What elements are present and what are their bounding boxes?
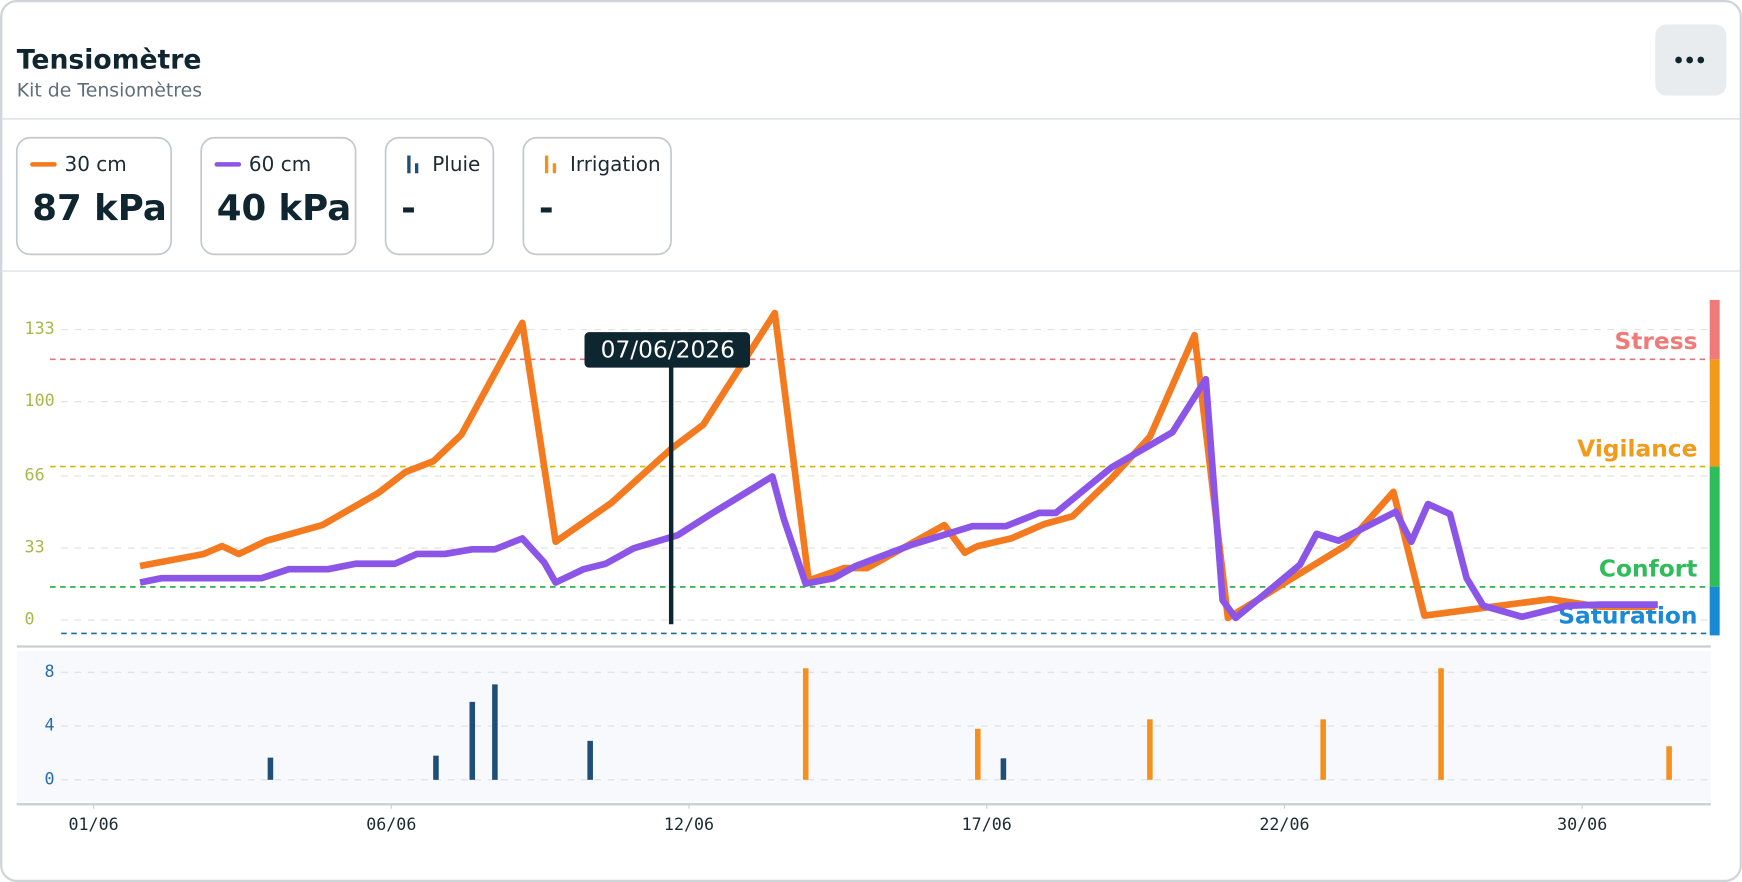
tooltip-bg: [584, 332, 751, 368]
reading-card: [384, 136, 495, 256]
zone-strip: [1709, 586, 1720, 636]
subtitle: Kit de Tensiomètres: [17, 80, 202, 102]
y-tick-label: 0: [25, 610, 35, 629]
bar: [802, 668, 809, 780]
legend-label: Pluie: [432, 152, 480, 176]
legend-label: 60 cm: [249, 152, 311, 176]
reading-value: 40 kPa: [217, 188, 352, 229]
reading-value: 87 kPa: [32, 188, 167, 229]
bar: [492, 684, 498, 780]
series-line: [139, 375, 1658, 622]
y-tick-label: 33: [25, 538, 45, 557]
y-tick-label: 4: [45, 716, 55, 735]
dot: [1686, 56, 1694, 64]
bar: [267, 757, 274, 780]
y-tick-label: 8: [45, 662, 55, 681]
dot: [1675, 56, 1682, 64]
bar: [975, 728, 981, 780]
bar: [1438, 668, 1444, 780]
y-tick-label: 0: [45, 769, 55, 788]
bar: [1147, 719, 1153, 780]
bar: [1666, 746, 1672, 780]
title: Tensiomètre: [17, 45, 202, 76]
y-tick-label: 100: [25, 391, 55, 410]
legend-label: Irrigation: [570, 152, 661, 176]
reading-value: -: [401, 188, 416, 229]
x-tick-label: 01/06: [69, 815, 119, 834]
zone-label: Vigilance: [1577, 435, 1697, 462]
x-tick-label: 22/06: [1259, 815, 1309, 834]
x-tick-label: 30/06: [1557, 815, 1607, 834]
reading-card: [522, 136, 672, 256]
zone-strip: [1709, 359, 1720, 467]
zone-label: Confort: [1599, 556, 1698, 583]
dot: [1697, 56, 1705, 64]
bar: [433, 755, 439, 780]
legend-label: 30 cm: [65, 152, 127, 176]
bar: [1320, 719, 1326, 780]
y-tick-label: 66: [25, 465, 45, 484]
zone-strip: [1709, 466, 1720, 587]
y-tick-label: 133: [25, 319, 55, 338]
reading-value: -: [539, 188, 554, 229]
reading-card: [200, 136, 357, 256]
reading-card: [15, 136, 173, 256]
zone-label: Stress: [1614, 328, 1697, 355]
zone-strip: [1709, 299, 1720, 360]
x-tick-label: 12/06: [664, 815, 714, 834]
tooltip-label: 07/06/2026: [601, 337, 735, 364]
bar: [587, 740, 593, 780]
menu-button[interactable]: [1655, 24, 1727, 96]
x-tick-label: 17/06: [962, 815, 1012, 834]
bar: [469, 701, 476, 780]
bar: [1000, 758, 1007, 780]
x-tick-label: 06/06: [366, 815, 416, 834]
